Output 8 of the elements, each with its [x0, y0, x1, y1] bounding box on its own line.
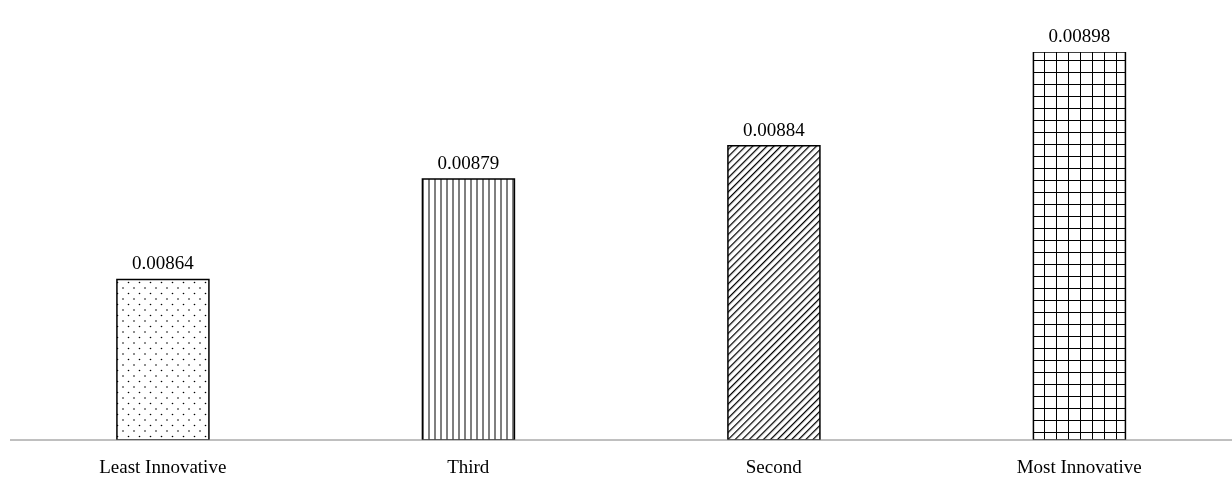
data-label: 0.00898: [1048, 25, 1111, 46]
x-tick-label: Most Innovative: [1016, 456, 1142, 478]
data-label: 0.00879: [437, 152, 500, 174]
x-tick-label: Second: [745, 456, 803, 478]
x-tick-label: Least Innovative: [99, 456, 227, 478]
x-tick-label: Third: [447, 456, 490, 478]
data-label: 0.00864: [132, 252, 195, 274]
data-label: 0.00884: [743, 118, 806, 140]
